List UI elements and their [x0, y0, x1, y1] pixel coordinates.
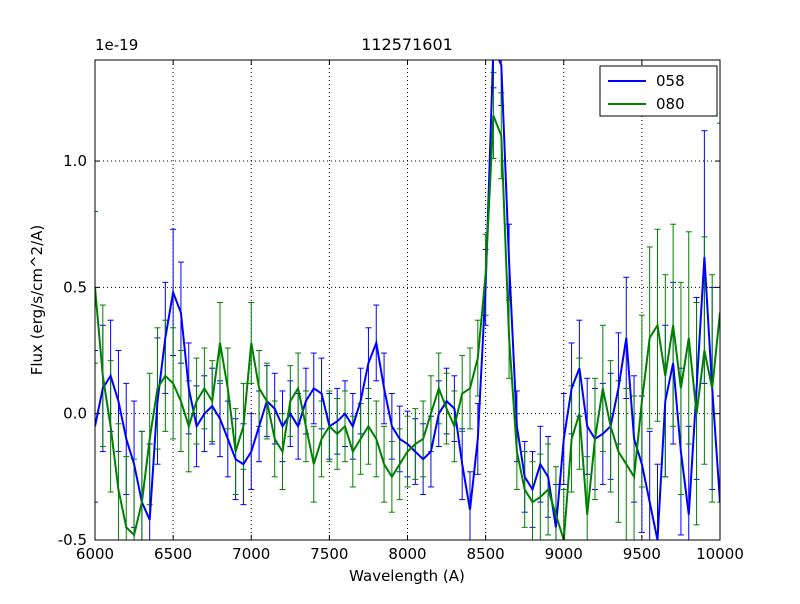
y-tick-label: 1.0	[63, 152, 87, 170]
x-tick-label: 6000	[76, 545, 114, 563]
plot-title: 112571601	[361, 35, 453, 54]
data-lines	[95, 60, 720, 540]
series-line-080	[95, 115, 720, 540]
x-tick-label: 9000	[545, 545, 583, 563]
legend-label-2: 080	[656, 95, 685, 113]
legend: 058 080	[599, 65, 718, 117]
legend-box	[599, 65, 718, 117]
legend-label-1: 058	[656, 72, 685, 90]
series-line-058	[95, 60, 720, 540]
x-tick-labels: 6000 6500 7000 7500 8000 8500 9000 9500 10000	[76, 545, 744, 563]
x-tick-label: 10000	[696, 545, 744, 563]
y-axis-label: Flux (erg/s/cm^2/A)	[28, 225, 46, 376]
y-tick-label: -0.5	[58, 531, 87, 549]
y-tick-label: 0.5	[63, 278, 87, 296]
x-tick-label: 7000	[232, 545, 270, 563]
y-tick-label: 0.0	[63, 405, 87, 423]
x-axis-label: Wavelength (A)	[349, 567, 465, 585]
tick-marks	[94, 60, 721, 541]
y-offset-text: 1e-19	[95, 36, 138, 54]
x-tick-label: 8500	[467, 545, 505, 563]
x-tick-label: 7500	[310, 545, 348, 563]
x-tick-label: 6500	[154, 545, 192, 563]
x-tick-label: 9500	[623, 545, 661, 563]
y-tick-labels: -0.5 0.0 0.5 1.0	[58, 152, 87, 549]
x-tick-label: 8000	[388, 545, 426, 563]
